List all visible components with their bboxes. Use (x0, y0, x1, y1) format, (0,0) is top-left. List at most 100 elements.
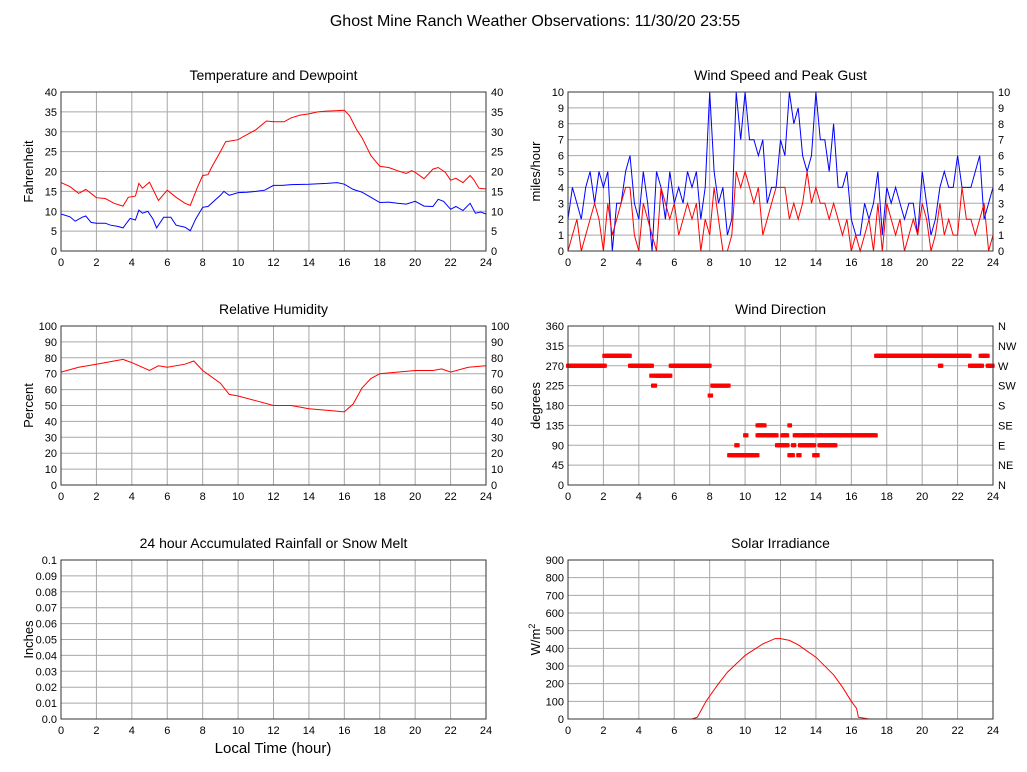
x-tick-label: 24 (480, 491, 492, 503)
right-tick-label: 5 (998, 167, 1004, 179)
y-axis-label: Inches (21, 620, 36, 659)
x-tick-label: 14 (303, 491, 315, 503)
x-tick-label: 16 (338, 491, 350, 503)
wind-direction-point (797, 453, 802, 458)
x-tick-label: 10 (739, 725, 751, 737)
plot-frame (60, 325, 487, 486)
wind-direction-point (735, 443, 740, 448)
x-tick-label: 14 (810, 257, 822, 269)
y-tick-label: 360 (546, 321, 564, 333)
y-tick-label: 30 (45, 432, 57, 444)
right-tick-label: 10 (998, 87, 1010, 99)
y-tick-label: 40 (45, 87, 57, 99)
y-tick-label: 270 (546, 361, 564, 373)
y-tick-label: 100 (39, 321, 57, 333)
right-tick-label: 2 (998, 214, 1004, 226)
wind-direction-point (785, 443, 790, 448)
right-tick-label: W (998, 361, 1009, 373)
x-tick-label: 24 (987, 725, 999, 737)
y-tick-label: 0.09 (36, 571, 57, 583)
right-tick-label: 0 (491, 480, 497, 492)
x-tick-label: 10 (739, 257, 751, 269)
x-tick-label: 4 (129, 725, 135, 737)
right-tick-label: NW (998, 341, 1017, 353)
x-tick-label: 12 (774, 257, 786, 269)
x-tick-label: 20 (409, 491, 421, 503)
y-tick-label: 45 (552, 460, 564, 472)
x-tick-label: 6 (164, 257, 170, 269)
right-tick-label: N (998, 321, 1006, 333)
right-tick-label: 50 (491, 401, 503, 413)
x-tick-label: 8 (200, 491, 206, 503)
x-tick-label: 18 (881, 257, 893, 269)
y-tick-label: 90 (552, 440, 564, 452)
wind-direction-point (815, 453, 820, 458)
x-tick-label: 6 (164, 725, 170, 737)
y-tick-label: 3 (558, 198, 564, 210)
right-tick-label: 100 (491, 321, 509, 333)
chart-title: Relative Humidity (219, 301, 328, 317)
x-tick-label: 10 (232, 257, 244, 269)
x-tick-label: 2 (600, 725, 606, 737)
y-tick-label: 0.1 (42, 555, 57, 567)
wind-direction-point (833, 443, 838, 448)
y-tick-label: 100 (546, 696, 564, 708)
y-tick-label: 8 (558, 119, 564, 131)
x-tick-label: 20 (916, 257, 928, 269)
right-tick-label: 1 (998, 230, 1004, 242)
wind-direction-point (709, 393, 714, 398)
y-axis-label: degrees (528, 382, 543, 429)
y-tick-label: 35 (45, 107, 57, 119)
x-tick-label: 18 (881, 491, 893, 503)
plot-frame (567, 559, 994, 720)
right-tick-label: 10 (491, 464, 503, 476)
right-tick-label: 60 (491, 385, 503, 397)
wind-direction-point (668, 373, 673, 378)
right-tick-label: 0 (491, 246, 497, 258)
x-tick-label: 18 (881, 725, 893, 737)
x-tick-label: 16 (338, 725, 350, 737)
x-tick-label: 20 (409, 725, 421, 737)
x-tick-label: 14 (303, 725, 315, 737)
wind-direction-point (602, 363, 607, 368)
right-tick-label: 15 (491, 186, 503, 198)
x-tick-label: 4 (129, 491, 135, 503)
y-tick-label: 600 (546, 608, 564, 620)
right-tick-label: 7 (998, 135, 1004, 147)
x-tick-label: 8 (707, 491, 713, 503)
right-tick-label: S (998, 401, 1005, 413)
x-tick-label: 20 (916, 725, 928, 737)
series-line-dewpoint (60, 182, 487, 232)
y-axis-label: Percent (21, 383, 36, 428)
plot-frame (60, 559, 487, 720)
x-tick-label: 12 (774, 725, 786, 737)
x-tick-label: 8 (200, 725, 206, 737)
wind-direction-point (790, 453, 795, 458)
y-tick-label: 180 (546, 401, 564, 413)
wind-direction-point (788, 423, 793, 428)
series-line-temperature (60, 109, 487, 207)
right-tick-label: 25 (491, 147, 503, 159)
rain-chart: 24 hour Accumulated Rainfall or Snow Mel… (21, 535, 492, 737)
x-tick-label: 8 (200, 257, 206, 269)
y-tick-label: 315 (546, 341, 564, 353)
x-axis-label: Local Time (hour) (215, 740, 332, 757)
wind-direction-point (792, 443, 797, 448)
wind-direction-point (967, 353, 972, 358)
right-tick-label: 90 (491, 337, 503, 349)
y-axis-label: W/m2 (527, 624, 543, 656)
y-axis-label: miles/hour (528, 141, 543, 202)
chart-title: Solar Irradiance (731, 535, 830, 551)
x-tick-label: 16 (845, 491, 857, 503)
x-tick-label: 10 (232, 725, 244, 737)
y-tick-label: 300 (546, 661, 564, 673)
wind-direction-point (649, 363, 654, 368)
y-tick-label: 15 (45, 186, 57, 198)
x-tick-label: 4 (636, 725, 642, 737)
x-tick-label: 22 (951, 725, 963, 737)
right-tick-label: 10 (491, 206, 503, 218)
x-tick-label: 6 (671, 257, 677, 269)
x-tick-label: 0 (565, 725, 571, 737)
